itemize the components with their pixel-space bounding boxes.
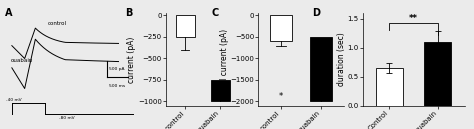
Text: 500 ms: 500 ms	[109, 84, 125, 88]
Bar	[376, 68, 402, 106]
Y-axis label: tail current (pA): tail current (pA)	[220, 29, 229, 90]
Text: -80 mV: -80 mV	[59, 116, 74, 120]
Text: B: B	[126, 8, 133, 18]
Text: **: **	[409, 14, 418, 23]
Bar	[210, 80, 230, 102]
Text: *: *	[218, 92, 222, 102]
Y-axis label: current (pA): current (pA)	[128, 36, 137, 83]
Bar	[175, 15, 195, 37]
Text: *: *	[279, 92, 283, 102]
Text: D: D	[312, 8, 319, 18]
Text: A: A	[5, 8, 12, 18]
Text: ouabain: ouabain	[10, 58, 33, 63]
Text: -40 mV: -40 mV	[6, 98, 22, 102]
Y-axis label: duration (sec): duration (sec)	[337, 33, 346, 86]
Bar	[270, 15, 292, 41]
Text: control: control	[47, 21, 66, 26]
Bar	[425, 42, 451, 106]
Text: 500 pA: 500 pA	[109, 67, 124, 71]
Bar	[310, 37, 332, 102]
Text: C: C	[211, 8, 219, 18]
